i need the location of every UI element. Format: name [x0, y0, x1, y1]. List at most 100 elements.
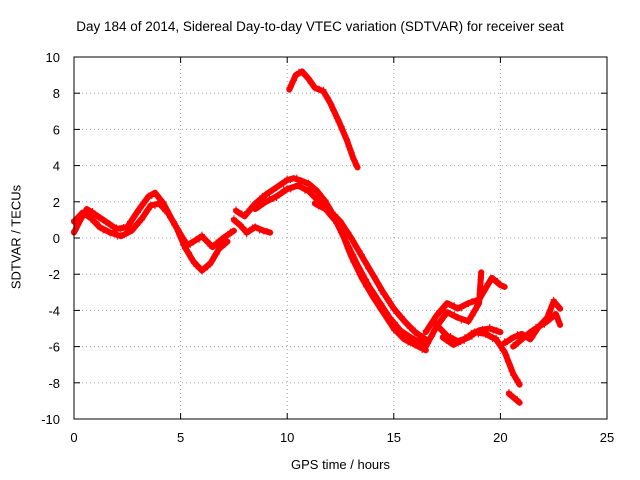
y-tick-label: -8 — [48, 376, 60, 391]
data-point — [331, 109, 338, 116]
data-point — [246, 207, 253, 214]
data-point — [530, 327, 537, 334]
data-point — [350, 156, 357, 163]
data-point — [114, 233, 121, 240]
data-point — [390, 304, 397, 311]
data-point — [241, 213, 248, 220]
data-point — [311, 199, 318, 206]
data-point — [557, 321, 564, 328]
data-point — [152, 203, 159, 210]
data-point — [486, 323, 493, 330]
data-point — [284, 185, 291, 192]
data-point — [246, 227, 253, 234]
data-point — [451, 302, 458, 309]
data-point — [273, 185, 280, 192]
data-point — [555, 319, 562, 326]
x-axis-label: GPS time / hours — [291, 457, 390, 472]
data-point — [180, 241, 187, 248]
data-point — [514, 331, 521, 338]
data-point — [145, 206, 152, 213]
data-point — [450, 341, 457, 348]
data-point — [476, 296, 483, 303]
data-point — [240, 224, 247, 231]
data-point — [350, 251, 357, 258]
data-point — [451, 337, 458, 344]
series-track-11 — [433, 320, 504, 346]
data-point — [324, 94, 331, 101]
y-tick-label: 8 — [53, 86, 60, 101]
data-point — [139, 216, 146, 223]
axis-ticks: 0 5 10 15 20 25 -10 -8 -6 -4 -2 0 2 4 6 8 10 — [41, 50, 614, 445]
data-point — [85, 214, 92, 221]
y-tick-label: 6 — [53, 122, 60, 137]
data-point — [348, 149, 355, 156]
data-point — [209, 244, 216, 251]
data-point — [436, 325, 443, 332]
x-tick-label: 5 — [177, 430, 184, 445]
data-point — [93, 219, 100, 226]
data-point — [293, 174, 300, 181]
data-point — [280, 186, 287, 193]
data-point — [148, 193, 155, 200]
data-point — [557, 305, 564, 312]
data-point — [224, 238, 231, 245]
data-point — [328, 101, 335, 108]
data-point — [90, 218, 97, 225]
data-point — [136, 217, 143, 224]
data-point — [308, 191, 315, 198]
data-point — [458, 336, 465, 343]
series-track-7 — [286, 68, 361, 171]
data-point — [458, 305, 465, 312]
data-point — [117, 226, 124, 233]
data-point — [538, 322, 545, 329]
data-point — [234, 220, 241, 227]
data-point — [145, 192, 152, 199]
data-point — [510, 334, 517, 341]
y-tick-label: -10 — [41, 412, 60, 427]
data-point — [333, 115, 340, 122]
data-point — [117, 231, 124, 238]
y-tick-label: -6 — [48, 340, 60, 355]
data-point — [418, 339, 425, 346]
data-point — [213, 251, 220, 258]
series-track-5 — [252, 182, 429, 343]
data-point — [99, 216, 106, 223]
data-point — [501, 283, 508, 290]
data-point — [341, 235, 348, 242]
data-point — [397, 326, 404, 333]
data-point — [358, 251, 365, 258]
data-point — [262, 198, 269, 205]
data-point — [89, 208, 96, 215]
data-point — [441, 312, 448, 319]
data-point — [309, 81, 316, 88]
data-point — [134, 209, 141, 216]
data-point — [169, 216, 176, 223]
data-point — [230, 215, 237, 222]
data-point — [398, 313, 405, 320]
data-point — [103, 227, 110, 234]
data-point — [280, 181, 287, 188]
data-point — [404, 320, 411, 327]
data-point — [154, 192, 161, 199]
data-point — [477, 282, 484, 289]
data-point — [287, 186, 294, 193]
data-point — [493, 327, 500, 334]
data-point — [243, 231, 250, 238]
data-point — [298, 183, 305, 190]
data-point — [287, 83, 294, 90]
data-point — [424, 340, 431, 347]
series-track-12 — [505, 389, 523, 406]
data-point — [198, 231, 205, 238]
data-point — [124, 224, 131, 231]
data-point — [322, 197, 329, 204]
data-point — [305, 74, 312, 81]
data-point — [514, 396, 521, 403]
data-point — [516, 381, 523, 388]
data-point — [156, 201, 163, 208]
data-point — [201, 236, 208, 243]
data-series — [71, 68, 564, 406]
data-point — [501, 338, 508, 345]
data-point — [140, 199, 147, 206]
data-point — [73, 216, 80, 223]
